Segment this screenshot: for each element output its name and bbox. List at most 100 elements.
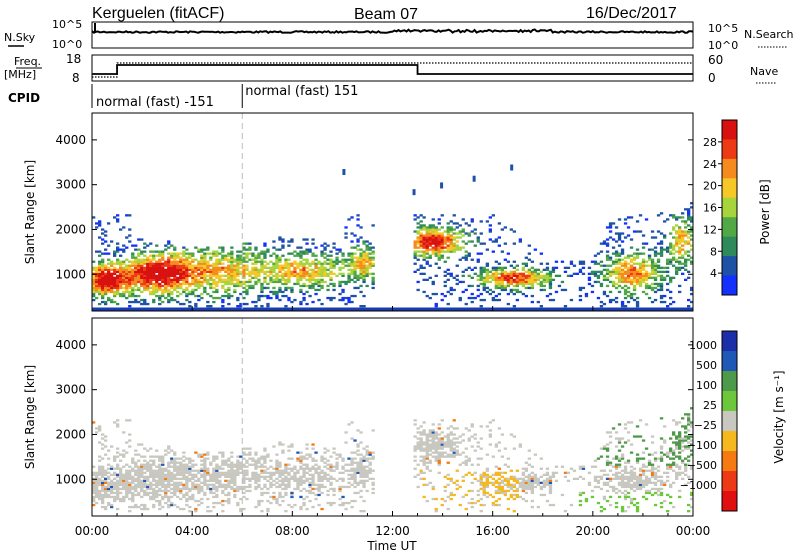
power-cell bbox=[672, 216, 676, 219]
velocity-cell bbox=[341, 477, 345, 480]
velocity-cell bbox=[116, 481, 120, 484]
velocity-cell bbox=[98, 429, 102, 432]
power-cell bbox=[314, 278, 318, 281]
power-cell bbox=[173, 270, 177, 273]
power-cell bbox=[269, 260, 273, 263]
velocity-cell bbox=[119, 453, 123, 456]
power-cell bbox=[690, 286, 694, 290]
velocity-cell bbox=[125, 473, 129, 476]
power-cell bbox=[437, 252, 441, 255]
power-cell bbox=[227, 294, 231, 298]
power-cell bbox=[641, 278, 646, 281]
power-cell bbox=[137, 280, 141, 284]
velocity-cell bbox=[305, 507, 309, 511]
power-cell bbox=[539, 262, 543, 265]
velocity-cell bbox=[224, 475, 228, 478]
velocity-cell bbox=[284, 475, 288, 478]
velocity-cell bbox=[332, 451, 336, 454]
velocity-cell bbox=[509, 433, 513, 436]
velocity-cell bbox=[602, 469, 607, 472]
velocity-cell bbox=[527, 483, 531, 486]
velocity-cell bbox=[254, 487, 258, 491]
power-cell bbox=[479, 274, 483, 277]
velocity-cell bbox=[137, 453, 141, 456]
velocity-cell bbox=[497, 487, 501, 491]
power-cell bbox=[332, 262, 336, 265]
power-cell bbox=[203, 248, 207, 251]
velocity-cell bbox=[197, 483, 201, 486]
velocity-cell bbox=[284, 477, 288, 480]
power-cell bbox=[428, 226, 432, 229]
power-cell bbox=[455, 232, 459, 235]
velocity-cell bbox=[161, 475, 165, 478]
velocity-cell bbox=[491, 473, 495, 476]
velocity-cell bbox=[479, 425, 483, 428]
velocity-cell bbox=[509, 495, 513, 499]
velocity-cell bbox=[647, 477, 652, 480]
power-cell bbox=[170, 280, 174, 284]
velocity-cell bbox=[497, 503, 501, 507]
power-cell bbox=[104, 302, 108, 306]
power-cell bbox=[371, 276, 375, 279]
power-cell bbox=[641, 234, 646, 237]
velocity-cell bbox=[362, 475, 366, 478]
power-cell bbox=[158, 260, 162, 263]
power-cell bbox=[98, 222, 102, 225]
power-cell bbox=[254, 254, 258, 257]
power-cell bbox=[449, 292, 453, 296]
velocity-cell bbox=[215, 501, 219, 505]
velocity-cell bbox=[545, 477, 550, 480]
velocity-cell bbox=[167, 485, 171, 489]
power-cell bbox=[137, 264, 141, 267]
power-cell bbox=[678, 290, 682, 294]
power-cell bbox=[455, 222, 459, 225]
velocity-cell bbox=[623, 489, 628, 493]
power-cell bbox=[104, 278, 108, 281]
velocity-cell bbox=[116, 425, 120, 428]
power-cell bbox=[203, 254, 207, 257]
power-cell bbox=[626, 294, 631, 298]
power-cell bbox=[299, 300, 303, 304]
velocity-cell bbox=[629, 421, 634, 424]
velocity-cell bbox=[308, 499, 312, 503]
velocity-cell bbox=[623, 475, 628, 478]
power-cell bbox=[179, 286, 183, 290]
velocity-cell bbox=[650, 441, 655, 444]
velocity-cell bbox=[305, 495, 309, 499]
power-cell bbox=[215, 284, 219, 288]
power-cell bbox=[281, 290, 285, 294]
velocity-cell bbox=[173, 503, 177, 507]
velocity-cell bbox=[419, 445, 423, 448]
velocity-cell bbox=[362, 473, 366, 476]
velocity-cell bbox=[620, 485, 625, 489]
power-cell bbox=[434, 244, 438, 247]
velocity-cell bbox=[311, 459, 315, 462]
power-cell bbox=[182, 254, 186, 257]
velocity-cell bbox=[188, 461, 192, 464]
power-cell bbox=[125, 288, 129, 292]
power-cell bbox=[128, 234, 132, 237]
power-cell bbox=[356, 278, 360, 281]
power-cell bbox=[653, 286, 658, 290]
velocity-cell bbox=[266, 479, 270, 482]
power-cell bbox=[446, 256, 450, 259]
velocity-cell bbox=[491, 419, 495, 422]
velocity-cell bbox=[182, 483, 186, 486]
power-cell bbox=[524, 262, 528, 265]
power-cell bbox=[347, 218, 351, 221]
power-cell bbox=[434, 226, 438, 229]
velocity-cell bbox=[422, 449, 426, 452]
power-cell bbox=[362, 260, 366, 263]
velocity-cell bbox=[332, 465, 336, 468]
power-cell bbox=[125, 246, 129, 249]
power-cell bbox=[179, 268, 183, 271]
power-cell bbox=[278, 286, 282, 290]
velocity-cell bbox=[533, 481, 537, 484]
power-cell bbox=[449, 234, 453, 237]
velocity-cell bbox=[590, 489, 595, 493]
power-cell bbox=[473, 296, 477, 300]
velocity-cell bbox=[530, 483, 534, 486]
power-cell bbox=[260, 286, 264, 290]
velocity-cell bbox=[98, 481, 102, 484]
